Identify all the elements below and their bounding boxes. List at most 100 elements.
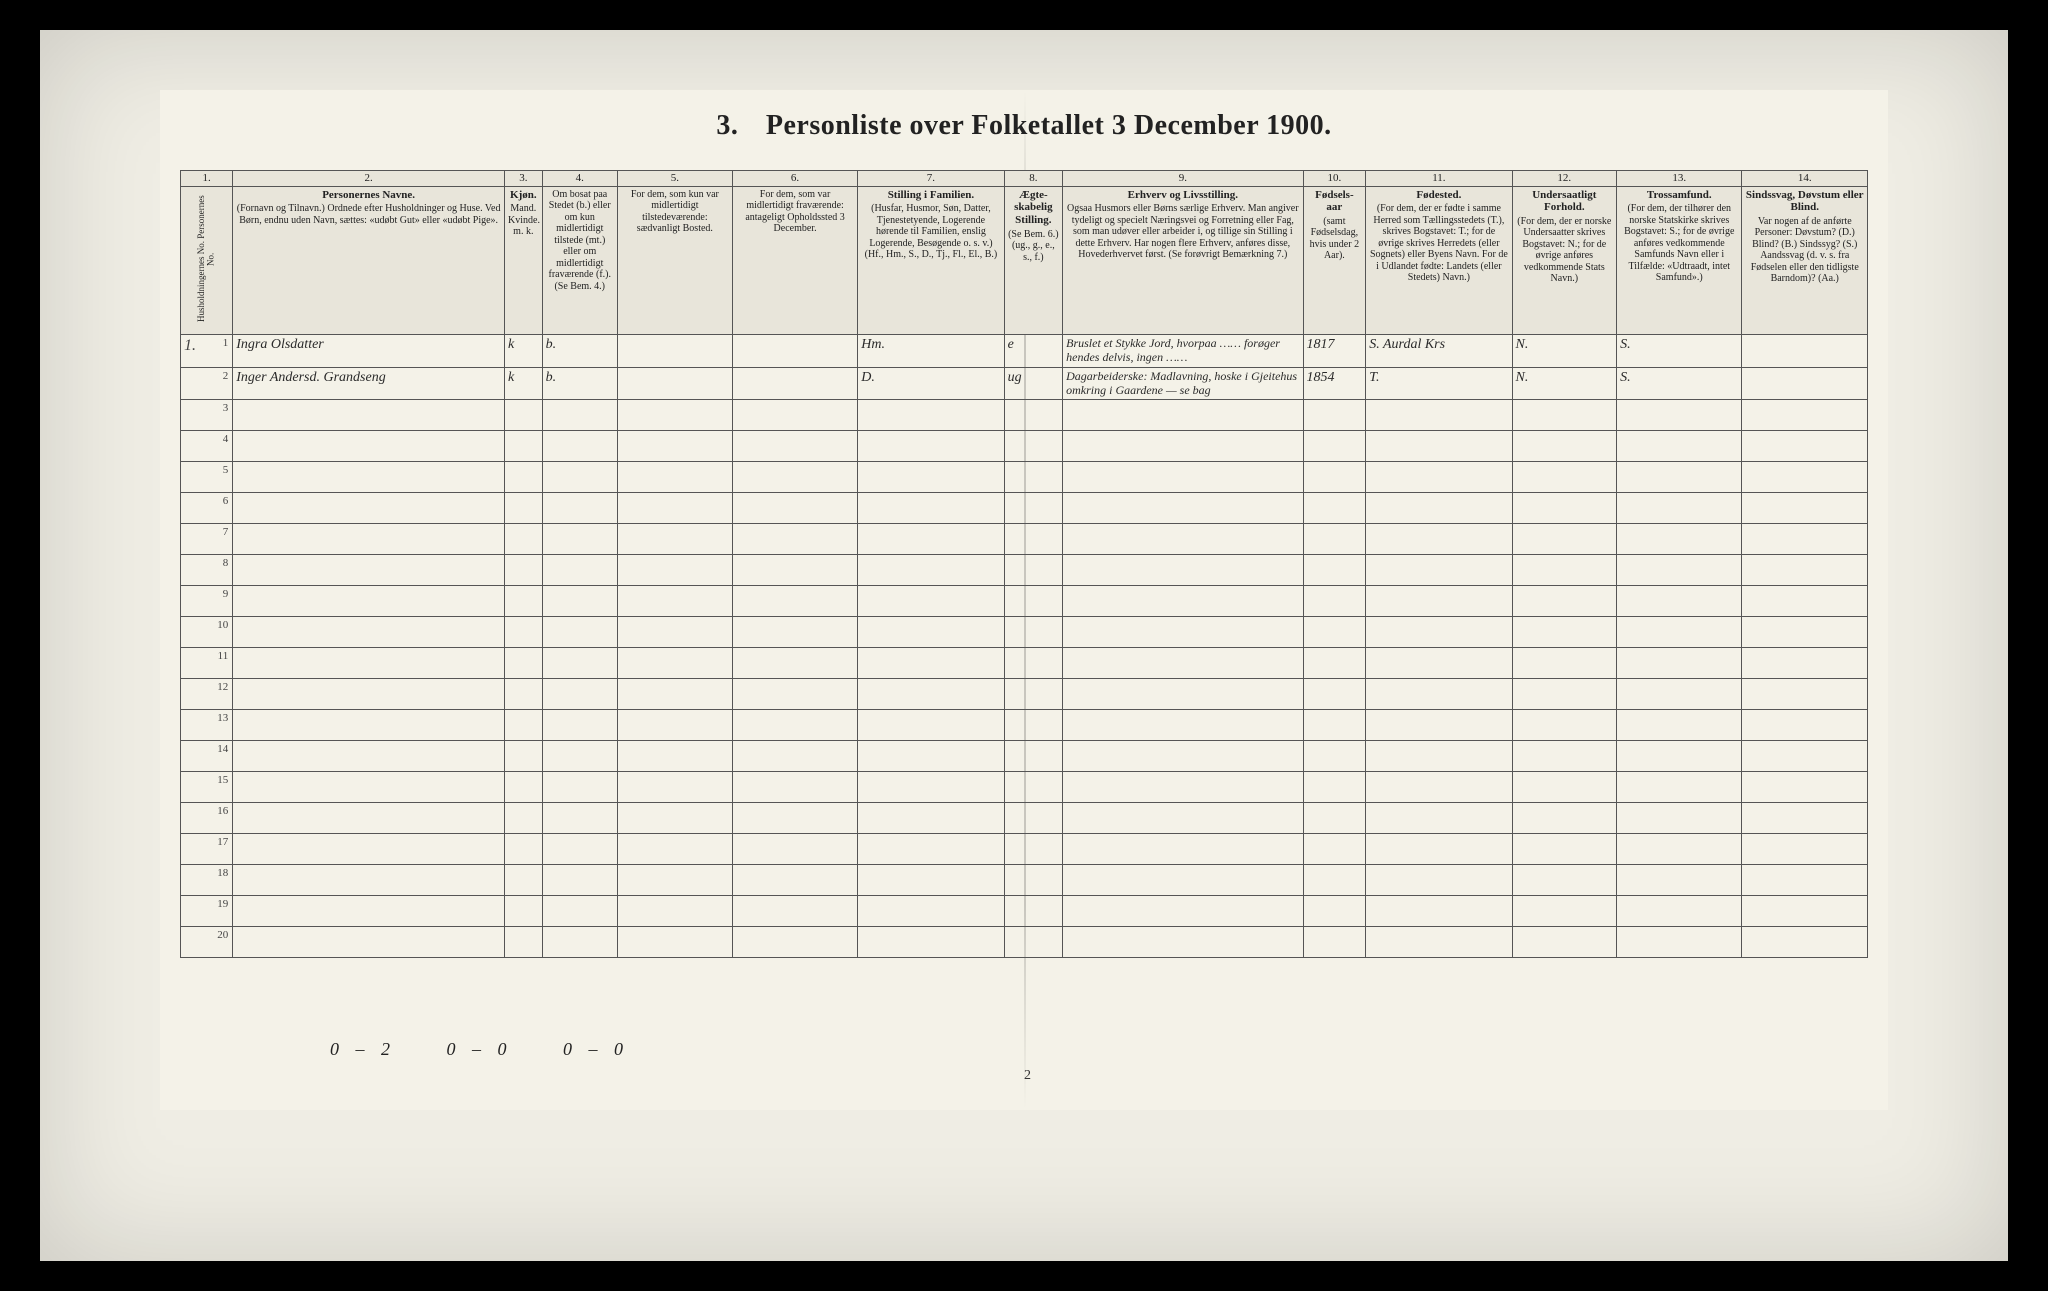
table-cell <box>1063 524 1303 555</box>
column-number: 9. <box>1063 171 1303 187</box>
table-cell <box>1063 741 1303 772</box>
table-cell <box>1366 772 1512 803</box>
table-cell <box>1617 462 1742 493</box>
table-cell <box>732 400 857 431</box>
table-cell <box>858 648 1004 679</box>
column-header: For dem, som kun var midlertidigt tilste… <box>617 186 732 335</box>
row-number-cell: 14 <box>181 741 233 772</box>
table-cell <box>1742 431 1868 462</box>
table-cell <box>1512 586 1617 617</box>
table-cell <box>617 710 732 741</box>
table-cell <box>1004 400 1063 431</box>
table-cell <box>1742 400 1868 431</box>
column-header: Kjøn.Mand. Kvinde. m. k. <box>505 186 543 335</box>
table-cell <box>617 834 732 865</box>
table-cell <box>1303 679 1366 710</box>
table-cell <box>1512 741 1617 772</box>
table-cell <box>1004 896 1063 927</box>
table-cell <box>1617 927 1742 958</box>
table-cell <box>1303 896 1366 927</box>
table-cell <box>1004 431 1063 462</box>
table-row: 1. 1Ingra Olsdatterkb.Hm.eBruslet et Sty… <box>181 335 1868 368</box>
table-cell <box>1063 772 1303 803</box>
table-cell <box>1063 896 1303 927</box>
table-cell <box>1742 896 1868 927</box>
table-cell <box>858 555 1004 586</box>
table-cell <box>233 400 505 431</box>
table-cell <box>233 431 505 462</box>
table-cell: 1854 <box>1303 367 1366 400</box>
table-cell <box>1004 865 1063 896</box>
table-cell <box>1617 524 1742 555</box>
row-number-cell: 11 <box>181 648 233 679</box>
table-cell <box>617 865 732 896</box>
table-cell <box>617 367 732 400</box>
table-cell <box>1303 431 1366 462</box>
table-cell <box>1004 648 1063 679</box>
table-cell <box>542 772 617 803</box>
table-cell <box>1004 679 1063 710</box>
table-cell <box>1366 741 1512 772</box>
table-cell <box>1366 710 1512 741</box>
column-number: 5. <box>617 171 732 187</box>
table-cell: b. <box>542 335 617 368</box>
row-number-cell: 1. 1 <box>181 335 233 368</box>
row-number-cell: 13 <box>181 710 233 741</box>
table-cell <box>732 524 857 555</box>
table-cell <box>233 586 505 617</box>
column-number: 1. <box>181 171 233 187</box>
table-cell <box>542 617 617 648</box>
table-cell <box>1742 555 1868 586</box>
table-cell <box>732 617 857 648</box>
table-cell <box>1366 400 1512 431</box>
table-cell <box>732 803 857 834</box>
table-cell <box>1742 524 1868 555</box>
table-cell <box>1063 679 1303 710</box>
table-cell: k <box>505 335 543 368</box>
row-number-cell: 4 <box>181 431 233 462</box>
column-header: For dem, som var midlertidigt fraværende… <box>732 186 857 335</box>
table-cell <box>732 335 857 368</box>
table-cell <box>1063 834 1303 865</box>
table-cell <box>858 710 1004 741</box>
table-cell <box>233 679 505 710</box>
tally-1: 0 – 2 <box>330 1039 396 1059</box>
table-cell <box>1303 648 1366 679</box>
table-cell <box>732 679 857 710</box>
table-cell <box>1617 617 1742 648</box>
table-cell <box>1742 617 1868 648</box>
table-cell <box>1512 710 1617 741</box>
table-cell: 1817 <box>1303 335 1366 368</box>
table-cell <box>1063 493 1303 524</box>
column-number: 7. <box>858 171 1004 187</box>
table-cell <box>1742 741 1868 772</box>
table-cell <box>1617 741 1742 772</box>
table-row: 16 <box>181 803 1868 834</box>
column-number: 10. <box>1303 171 1366 187</box>
column-number: 2. <box>233 171 505 187</box>
table-cell <box>1063 586 1303 617</box>
table-cell <box>1063 462 1303 493</box>
table-row: 7 <box>181 524 1868 555</box>
table-cell <box>542 462 617 493</box>
table-cell <box>1063 648 1303 679</box>
table-row: 18 <box>181 865 1868 896</box>
table-body: 1. 1Ingra Olsdatterkb.Hm.eBruslet et Sty… <box>181 335 1868 958</box>
table-cell <box>858 772 1004 803</box>
table-cell <box>1742 462 1868 493</box>
column-number: 3. <box>505 171 543 187</box>
table-cell: S. Aurdal Krs <box>1366 335 1512 368</box>
table-cell <box>1303 710 1366 741</box>
table-cell <box>233 710 505 741</box>
table-cell <box>542 803 617 834</box>
table-cell <box>1366 524 1512 555</box>
table-cell <box>732 741 857 772</box>
table-cell <box>732 772 857 803</box>
table-cell <box>1512 617 1617 648</box>
table-row: 9 <box>181 586 1868 617</box>
table-cell <box>542 555 617 586</box>
table-row: 4 <box>181 431 1868 462</box>
column-header: Om bosat paa Stedet (b.) eller om kun mi… <box>542 186 617 335</box>
row-number-cell: 12 <box>181 679 233 710</box>
table-cell <box>1512 834 1617 865</box>
